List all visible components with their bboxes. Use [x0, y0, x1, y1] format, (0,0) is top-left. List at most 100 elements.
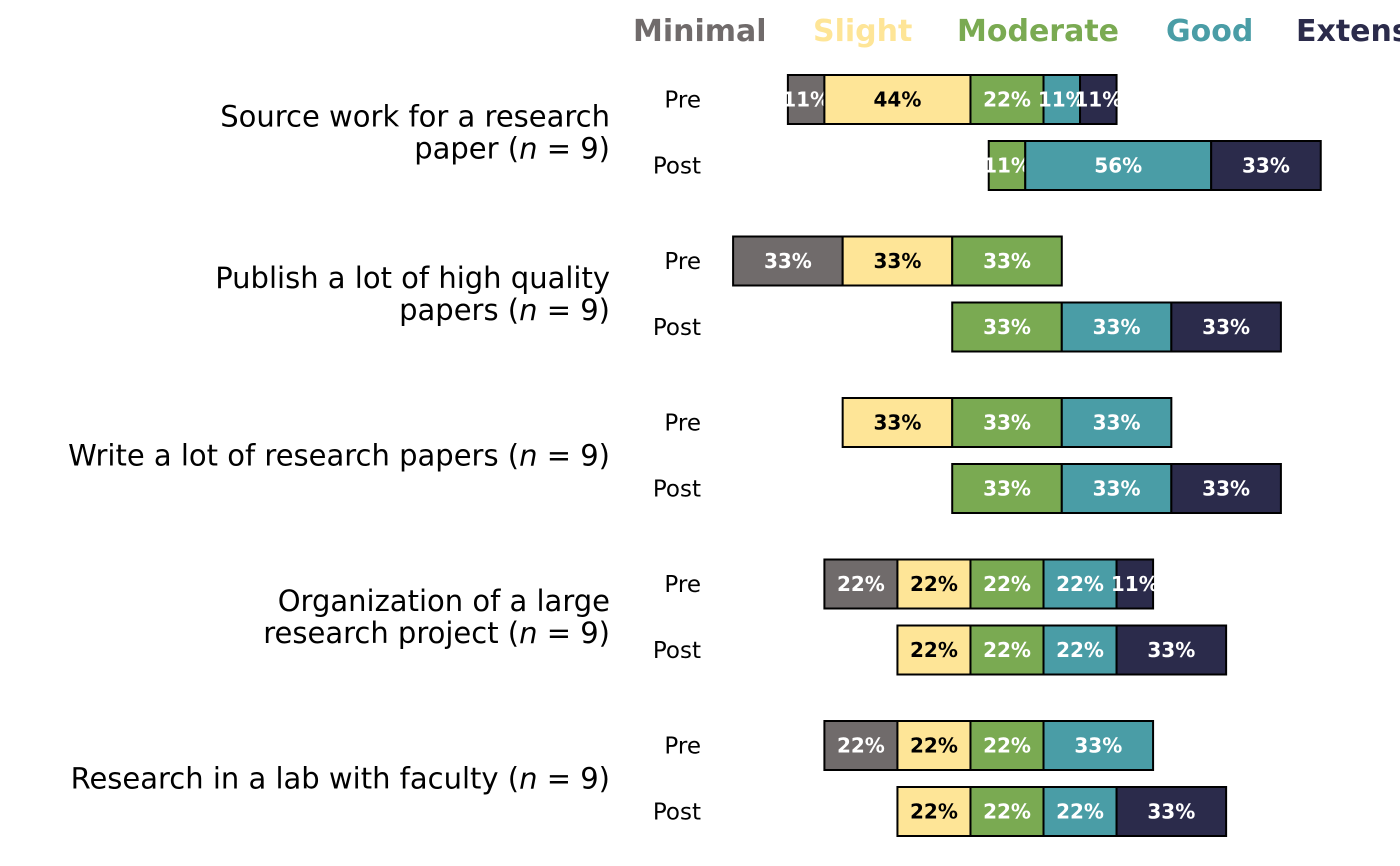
bar-segment-good [1042, 558, 1118, 610]
bar-segment-slight [896, 624, 972, 676]
row-label-post: Post [653, 315, 701, 341]
question-label-text: papers ( [399, 293, 519, 327]
row-label-pre: Pre [664, 88, 701, 114]
bar-segment-extensive [1115, 786, 1228, 837]
data-label-good: 22% [1056, 638, 1104, 662]
bar-segment-good [1060, 463, 1173, 514]
sample-size-symbol: n [519, 132, 537, 166]
bar-segment-moderate [969, 74, 1045, 125]
bar-segment-extensive [1115, 624, 1228, 676]
data-label-slight: 33% [874, 411, 922, 435]
data-label-good: 33% [1093, 315, 1141, 339]
question-label-text: Research in a lab with faculty ( [71, 762, 520, 796]
data-label-good: 33% [1074, 734, 1122, 758]
data-label-moderate: 33% [983, 411, 1031, 435]
bar-segment-minimal [823, 558, 899, 610]
bar-segment-extensive [1115, 558, 1155, 610]
data-label-slight: 22% [910, 638, 958, 662]
question-label-line: Write a lot of research papers (n = 9) [68, 439, 610, 473]
bar-segment-moderate [951, 463, 1063, 514]
data-label-slight: 44% [874, 88, 922, 112]
sample-size-value: = 9) [538, 616, 611, 650]
question-label-text: paper ( [414, 132, 519, 166]
question-label-4: Organization of a large research project … [263, 584, 610, 650]
row-label-post: Post [653, 154, 701, 180]
row-label-pre: Pre [664, 734, 701, 760]
data-label-moderate: 22% [983, 734, 1031, 758]
sample-size-symbol: n [519, 293, 537, 327]
data-label-good: 33% [1093, 411, 1141, 435]
bar-segment-extensive [1170, 463, 1282, 514]
data-label-extensive: 33% [1147, 800, 1195, 824]
row-label-pre: Pre [664, 411, 701, 437]
bar-segment-slight [896, 720, 972, 771]
data-label-good: 11% [1038, 88, 1086, 112]
question-labels: Source work for a research paper (n = 9)P… [68, 88, 701, 826]
data-label-slight: 22% [910, 734, 958, 758]
data-label-moderate: 22% [983, 572, 1031, 596]
row-label-post: Post [653, 477, 701, 503]
bar-segment-extensive [1170, 301, 1282, 353]
legend: Minimal Slight Moderate Good Extensive [633, 14, 1400, 49]
legend-item-good: Good [1166, 14, 1253, 49]
bar-segment-slight [841, 397, 954, 448]
data-label-minimal: 22% [837, 734, 885, 758]
data-label-good: 22% [1056, 572, 1104, 596]
data-label-moderate: 11% [983, 154, 1031, 178]
legend-item-minimal: Minimal [633, 14, 767, 49]
question-label-text: research project ( [263, 616, 519, 650]
bar-segment-moderate [951, 301, 1063, 353]
data-label-extensive: 33% [1202, 477, 1250, 501]
question-label-line: paper (n = 9) [414, 132, 610, 166]
question-label-5: Research in a lab with faculty (n = 9) [71, 762, 610, 796]
bar-segment-extensive [1079, 74, 1118, 125]
data-label-extensive: 33% [1242, 154, 1290, 178]
data-label-extensive: 11% [1074, 88, 1122, 112]
sample-size-value: = 9) [538, 439, 611, 473]
data-label-extensive: 11% [1111, 572, 1159, 596]
data-label-minimal: 22% [837, 572, 885, 596]
data-label-moderate: 33% [983, 249, 1031, 273]
bar-segment-slight [823, 74, 972, 125]
question-label-line: research project (n = 9) [263, 616, 610, 650]
question-label-line: Research in a lab with faculty (n = 9) [71, 762, 610, 796]
question-label-line: Organization of a large [278, 584, 610, 618]
bar-segment-moderate [951, 397, 1063, 448]
bar-segment-good [1042, 720, 1155, 771]
bar-segment-slight [896, 558, 972, 610]
question-label-line: Source work for a research [220, 100, 610, 134]
sample-size-value: = 9) [538, 762, 611, 796]
bar-segment-extensive [1210, 140, 1322, 191]
legend-item-moderate: Moderate [957, 14, 1119, 49]
bar-segment-minimal [823, 720, 899, 771]
data-label-slight: 33% [874, 249, 922, 273]
sample-size-symbol: n [519, 616, 537, 650]
question-label-2: Publish a lot of high quality papers (n =… [215, 261, 610, 327]
sample-size-value: = 9) [538, 293, 611, 327]
data-label-minimal: 11% [782, 88, 830, 112]
bar-segment-moderate [969, 786, 1045, 837]
sample-size-symbol: n [519, 439, 537, 473]
row-label-pre: Pre [664, 249, 701, 275]
bar-segment-slight [841, 235, 954, 287]
row-label-post: Post [653, 638, 701, 664]
data-label-moderate: 22% [983, 638, 1031, 662]
data-label-moderate: 22% [983, 88, 1031, 112]
bar-segment-moderate [987, 140, 1027, 191]
data-label-good: 33% [1093, 477, 1141, 501]
bar-segment-good [1060, 301, 1173, 353]
data-label-moderate: 33% [983, 477, 1031, 501]
bar-segment-good [1060, 397, 1173, 448]
bars: 11% 44% 22% 11%11%11% 56% 33%33% 33% 33%33% 33% 3… [732, 74, 1322, 837]
data-label-slight: 22% [910, 800, 958, 824]
data-label-moderate: 33% [983, 315, 1031, 339]
question-label-3: Write a lot of research papers (n = 9) [68, 439, 610, 473]
question-label-line: papers (n = 9) [399, 293, 610, 327]
legend-item-slight: Slight [813, 14, 912, 49]
data-label-minimal: 33% [764, 249, 812, 273]
question-label-text: Write a lot of research papers ( [68, 439, 519, 473]
legend-item-extensive: Extensive [1296, 14, 1400, 49]
bar-segment-moderate [951, 235, 1063, 287]
data-label-good: 56% [1094, 154, 1142, 178]
